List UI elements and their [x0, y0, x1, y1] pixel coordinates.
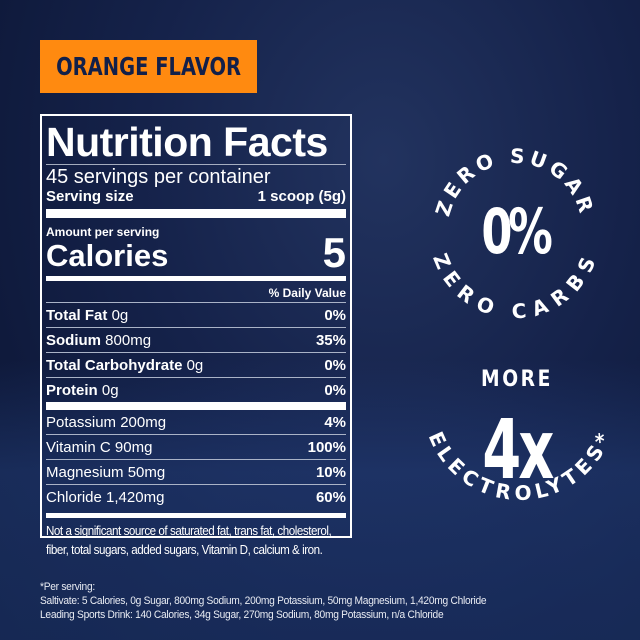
footnote-line: Not a significant source of saturated fa…: [46, 524, 332, 538]
nutrient-amount: 800mg: [105, 331, 152, 349]
nutrient-dv: 0%: [324, 381, 346, 399]
note-line-sports-drink: Leading Sports Drink: 140 Calories, 34g …: [40, 609, 444, 621]
mineral-row: Vitamin C 90mg 100%: [46, 434, 346, 459]
svg-text:0%: 0%: [481, 196, 552, 268]
svg-text:MORE: MORE: [481, 366, 553, 392]
flavor-tag: ORANGE FLAVOR: [40, 40, 257, 93]
mineral-dv: 60%: [315, 488, 346, 506]
serving-size-label: Serving size: [46, 188, 134, 205]
nutrient-name: Total Fat: [46, 306, 108, 324]
nutrient-amount: 0g: [111, 306, 129, 324]
thick-divider: [46, 209, 346, 218]
calories-row: Calories 5: [46, 229, 346, 276]
nutrient-row: Protein 0g 0%: [46, 377, 346, 402]
servings-per-container: 45 servings per container: [46, 166, 271, 188]
mineral-amount: 200mg: [120, 413, 167, 431]
zero-sugar-arc-text: ZERO SUGAR ZERO CARBS 0%: [428, 144, 598, 324]
nutrient-dv: 35%: [315, 331, 346, 349]
mineral-dv: 100%: [307, 438, 346, 456]
nutrition-facts-panel: Nutrition Facts 45 servings per containe…: [40, 114, 352, 557]
mineral-row: Potassium 200mg 4%: [46, 410, 346, 434]
nutrient-dv: 0%: [324, 306, 346, 324]
electrolytes-arc-text: MORE 4x ELECTROLYTES*: [424, 366, 615, 506]
mineral-name: Potassium: [46, 413, 117, 431]
mineral-row: Magnesium 50mg 10%: [46, 459, 346, 484]
thick-divider: [46, 402, 346, 410]
note-line-saltivate: Saltivate: 5 Calories, 0g Sugar, 800mg S…: [40, 595, 487, 607]
amount-per-serving: Amount per serving: [46, 225, 160, 239]
mineral-dv: 4%: [324, 413, 346, 431]
nutrient-amount: 0g: [101, 381, 119, 399]
daily-value-header: % Daily Value: [268, 286, 346, 300]
calories-label: Calories: [46, 238, 169, 273]
flavor-tag-text: ORANGE FLAVOR: [56, 52, 241, 81]
serving-size-value: 1 scoop (5g): [257, 188, 346, 205]
mineral-name: Vitamin C: [46, 438, 111, 456]
medium-divider: [46, 276, 346, 281]
mineral-name: Magnesium: [46, 463, 124, 481]
medium-divider: [46, 513, 346, 518]
footnote-line: fiber, total sugars, added sugars, Vitam…: [46, 543, 323, 557]
nutrient-dv: 0%: [324, 356, 346, 374]
svg-text:4x: 4x: [482, 402, 554, 498]
nutrient-row: Total Fat 0g 0%: [46, 302, 346, 327]
mineral-name: Chloride: [46, 488, 102, 506]
nutrient-row: Sodium 800mg 35%: [46, 327, 346, 352]
nutrition-facts-title: Nutrition Facts: [46, 119, 328, 165]
calories-value: 5: [322, 229, 346, 276]
nutrient-name: Sodium: [46, 331, 101, 349]
mineral-amount: 1,420mg: [106, 488, 165, 506]
label-footnote: Not a significant source of saturated fa…: [46, 522, 332, 560]
mineral-row: Chloride 1,420mg 60%: [46, 484, 346, 509]
mineral-dv: 10%: [315, 463, 346, 481]
nutrient-name: Total Carbohydrate: [46, 356, 183, 374]
divider: [46, 164, 346, 165]
nutrient-row: Total Carbohydrate 0g 0%: [46, 352, 346, 377]
electrolytes-badge: MORE 4x ELECTROLYTES*: [420, 350, 620, 530]
zero-sugar-badge: ZERO SUGAR ZERO CARBS 0%: [420, 135, 610, 325]
per-serving-comparison-note: *Per serving: Saltivate: 5 Calories, 0g …: [40, 580, 487, 622]
mineral-amount: 50mg: [127, 463, 166, 481]
nutrient-name: Protein: [46, 381, 98, 399]
mineral-amount: 90mg: [114, 438, 153, 456]
nutrient-amount: 0g: [186, 356, 204, 374]
serving-size-row: Serving size 1 scoop (5g): [46, 188, 346, 206]
note-heading: *Per serving:: [40, 581, 95, 593]
